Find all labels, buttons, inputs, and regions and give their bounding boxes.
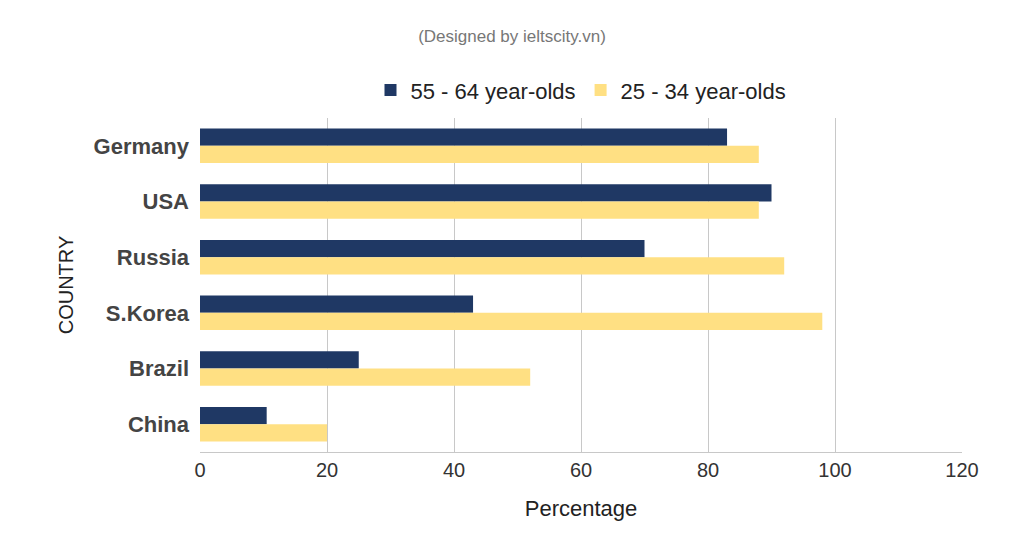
svg-text:40: 40 [443,459,465,481]
svg-text:55 - 64 year-olds: 55 - 64 year-olds [411,79,576,104]
svg-text:Russia: Russia [117,245,190,270]
svg-text:COUNTRY: COUNTRY [55,236,77,335]
svg-text:Percentage: Percentage [525,496,638,521]
svg-text:80: 80 [697,459,719,481]
svg-text:S.Korea: S.Korea [106,301,190,326]
svg-text:120: 120 [945,459,978,481]
svg-text:100: 100 [818,459,851,481]
svg-text:Brazil: Brazil [129,356,189,381]
svg-text:0: 0 [194,459,205,481]
svg-text:20: 20 [316,459,338,481]
svg-text:USA: USA [143,189,190,214]
svg-text:25 - 34 year-olds: 25 - 34 year-olds [621,79,786,104]
svg-text:(Designed by ieltscity.vn): (Designed by ieltscity.vn) [418,27,606,46]
svg-text:60: 60 [570,459,592,481]
svg-text:Germany: Germany [94,134,190,159]
svg-text:China: China [128,412,190,437]
